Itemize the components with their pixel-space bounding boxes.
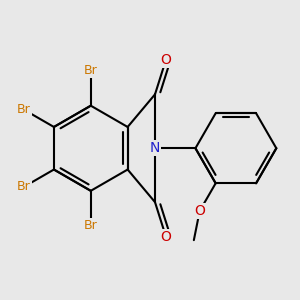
Text: O: O (160, 230, 171, 244)
Text: Br: Br (17, 181, 31, 194)
Text: Br: Br (84, 219, 98, 232)
Text: N: N (150, 141, 160, 155)
Text: O: O (194, 204, 205, 218)
Text: O: O (160, 53, 171, 67)
Text: Br: Br (84, 64, 98, 77)
Text: Br: Br (17, 103, 31, 116)
